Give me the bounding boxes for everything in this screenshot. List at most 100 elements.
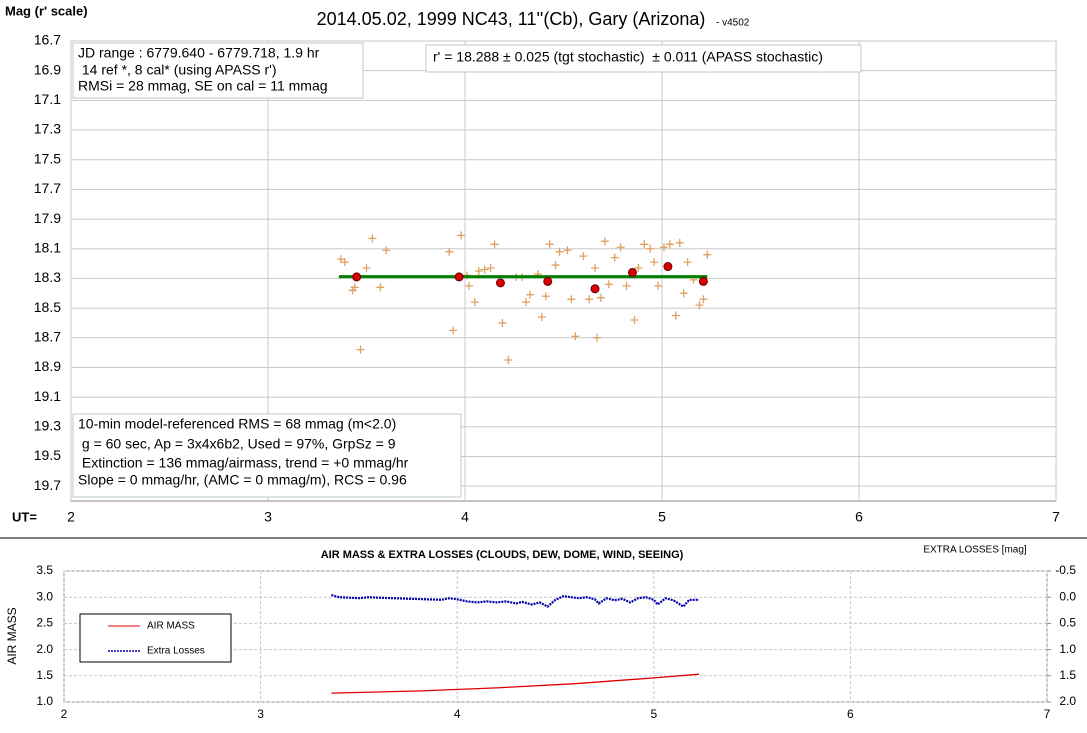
cross-marker <box>537 313 546 321</box>
x-tick-label: 7 <box>1052 509 1060 525</box>
cross-marker <box>699 295 708 304</box>
cross-marker <box>555 247 564 256</box>
cross-marker <box>563 246 572 255</box>
y-tick-label: 1.5 <box>36 668 53 682</box>
chart-title: 2014.05.02, 1999 NC43, 11''(Cb), Gary (A… <box>317 9 706 29</box>
cross-marker <box>498 318 507 327</box>
y-tick-label: 19.3 <box>34 418 61 434</box>
cross-marker <box>464 281 473 290</box>
cross-marker <box>522 298 531 307</box>
x-tick-label: 3 <box>257 707 264 721</box>
cross-marker <box>579 252 588 261</box>
cross-marker <box>634 264 643 273</box>
cross-marker <box>592 333 601 342</box>
y-tick-label: 17.9 <box>34 210 61 226</box>
y-tick-label: 1.0 <box>36 694 53 708</box>
cross-marker <box>470 298 479 307</box>
annotation-box <box>425 44 862 73</box>
y-axis-label: AIR MASS <box>5 607 19 664</box>
cross-marker <box>675 238 684 247</box>
cross-marker <box>445 247 454 256</box>
cross-marker <box>340 258 349 267</box>
circle-marker <box>627 267 637 277</box>
y2-tick-label: 0.0 <box>1059 589 1076 603</box>
cross-marker <box>504 356 513 365</box>
annotation-text: Slope = 0 mmag/hr, (AMC = 0 mmag/m), RCS… <box>78 472 407 488</box>
y2-tick-label: 0.5 <box>1059 616 1076 630</box>
circle-marker <box>698 276 708 286</box>
annotation-text: r' = 18.288 ± 0.025 (tgt stochastic) ± 0… <box>433 49 823 65</box>
cross-marker <box>551 261 560 270</box>
annotation-text: Extinction = 136 mmag/airmass, trend = +… <box>78 455 409 471</box>
chart-title: AIR MASS & EXTRA LOSSES (CLOUDS, DEW, DO… <box>321 549 684 561</box>
cross-marker <box>665 240 674 249</box>
y-tick-label: 3.5 <box>36 563 53 577</box>
circle-marker <box>454 272 464 282</box>
y2-tick-label: 1.0 <box>1059 642 1076 656</box>
cross-marker <box>376 283 385 292</box>
cross-marker <box>449 326 458 335</box>
cross-marker <box>679 289 688 298</box>
circle-marker <box>352 272 362 282</box>
cross-marker <box>474 267 483 275</box>
cross-marker <box>480 265 489 274</box>
x-tick-label: 3 <box>264 509 272 525</box>
cross-marker <box>541 292 550 301</box>
x-tick-label: 2 <box>67 509 75 525</box>
cross-marker <box>596 293 605 302</box>
annotation-text: 10-min model-referenced RMS = 68 mmag (m… <box>78 416 396 432</box>
cross-marker <box>600 237 609 246</box>
cross-marker <box>703 250 712 259</box>
x-tick-label: 5 <box>658 509 666 525</box>
circle-marker <box>663 262 673 272</box>
y-tick-label: 16.9 <box>34 61 61 77</box>
y-tick-label: 18.7 <box>34 328 61 344</box>
x-tick-label: 7 <box>1044 707 1051 721</box>
x-tick-label: 5 <box>650 707 657 721</box>
cross-marker <box>567 295 576 304</box>
y-tick-label: 18.1 <box>34 239 61 255</box>
circle-marker <box>495 278 505 288</box>
cross-marker <box>350 283 359 292</box>
legend-label: Extra Losses <box>147 646 205 657</box>
chart-subtitle: - v4502 <box>716 18 750 29</box>
y-tick-label: 17.5 <box>34 150 61 166</box>
y-tick-label: 2.5 <box>36 616 53 630</box>
cross-marker <box>604 280 613 289</box>
cross-marker <box>654 281 663 290</box>
y2-tick-label: 1.5 <box>1059 668 1076 682</box>
x-tick-label: 4 <box>461 509 469 525</box>
cross-marker <box>683 258 692 267</box>
annotation-box <box>72 42 364 99</box>
circle-marker <box>590 284 600 294</box>
cross-marker <box>695 301 704 310</box>
y-tick-label: 17.3 <box>34 121 61 137</box>
cross-marker <box>585 295 594 304</box>
series-line <box>331 673 700 694</box>
cross-marker <box>457 231 466 240</box>
legend-label: AIR MASS <box>147 621 195 632</box>
y-tick-label: 17.1 <box>34 91 61 107</box>
cross-marker <box>356 345 365 354</box>
annotation-text: g = 60 sec, Ap = 3x4x6b2, Used = 97%, Gr… <box>78 436 396 452</box>
cross-marker <box>622 281 631 290</box>
y-tick-label: 19.7 <box>34 477 61 493</box>
cross-marker <box>362 264 371 273</box>
cross-marker <box>646 244 655 253</box>
y-tick-label: 18.5 <box>34 299 61 315</box>
x-tick-label: 4 <box>454 707 461 721</box>
y-tick-label: 3.0 <box>36 589 53 603</box>
x-tick-label: 2 <box>61 707 68 721</box>
y2-tick-label: -0.5 <box>1055 563 1076 577</box>
y-tick-label: 17.7 <box>34 180 61 196</box>
cross-marker <box>490 240 499 249</box>
y2-tick-label: 2.0 <box>1059 694 1076 708</box>
cross-marker <box>382 246 391 255</box>
y-tick-label: 16.7 <box>34 32 61 48</box>
cross-marker <box>591 264 600 273</box>
y-tick-label: 2.0 <box>36 642 53 656</box>
cross-marker <box>659 243 668 252</box>
annotation-text: RMSi = 28 mmag, SE on cal = 11 mmag <box>78 78 328 94</box>
